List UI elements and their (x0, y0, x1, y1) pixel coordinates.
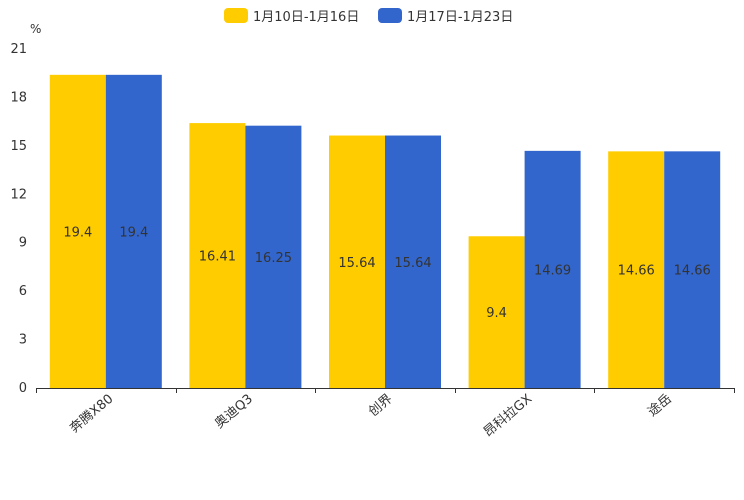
legend-label[interactable]: 1月17日-1月23日 (407, 10, 513, 25)
y-tick-label: 9 (19, 236, 27, 251)
bar-data-label: 16.25 (255, 251, 292, 266)
legend: 1月10日-1月16日 1月17日-1月23日 (224, 8, 513, 25)
bar-奔腾X80-1月17日-1月23日[interactable] (105, 74, 162, 388)
bar-data-label: 14.66 (674, 264, 711, 279)
legend-swatch[interactable] (224, 8, 248, 23)
bars: 19.4 19.4 16.41 16.25 15.64 15.64 9.4 14.69 14.6… (49, 74, 721, 389)
y-tick-label: 3 (19, 333, 27, 348)
bar-奥迪Q3-1月10日-1月16日[interactable] (189, 123, 246, 389)
x-tick-label: 昂科拉GX (481, 392, 535, 441)
x-axis: 奔腾X80 奥迪Q3 创界 昂科拉GX 途岳 (36, 388, 735, 440)
bar-途岳-1月10日-1月16日[interactable] (608, 151, 665, 388)
bar-data-label: 19.4 (119, 225, 148, 240)
bar-data-label: 15.64 (338, 256, 375, 271)
bar-途岳-1月17日-1月23日[interactable] (664, 151, 721, 388)
bar-data-label: 19.4 (63, 225, 92, 240)
bar-奔腾X80-1月10日-1月16日[interactable] (49, 74, 106, 388)
y-tick-label: 18 (10, 90, 27, 105)
x-tick-label: 创界 (366, 392, 396, 420)
y-tick-label: 12 (10, 187, 27, 202)
legend-label[interactable]: 1月10日-1月16日 (253, 10, 359, 25)
bar-创界-1月17日-1月23日[interactable] (385, 135, 441, 388)
x-tick-label: 奔腾X80 (67, 391, 117, 436)
y-tick-label: 0 (19, 381, 27, 396)
bar-奥迪Q3-1月17日-1月23日[interactable] (245, 125, 302, 388)
bar-data-label: 14.69 (534, 263, 571, 278)
legend-swatch[interactable] (378, 8, 402, 23)
bar-data-label: 15.64 (394, 256, 431, 271)
bar-昂科拉GX-1月10日-1月16日[interactable] (468, 236, 525, 388)
bar-昂科拉GX-1月17日-1月23日[interactable] (524, 150, 581, 388)
y-tick-label: 6 (19, 284, 27, 299)
bar-创界-1月10日-1月16日[interactable] (329, 135, 385, 388)
y-axis: 0 3 6 9 12 15 18 21 (10, 42, 27, 396)
bar-data-label: 14.66 (618, 264, 655, 279)
y-axis-unit-label: % (30, 22, 41, 36)
y-tick-label: 15 (10, 139, 27, 154)
bar-data-label: 9.4 (486, 306, 507, 321)
bar-data-label: 16.41 (199, 250, 236, 265)
x-tick-label: 途岳 (645, 391, 675, 420)
x-tick-label: 奥迪Q3 (212, 392, 256, 432)
y-tick-label: 21 (10, 42, 27, 57)
